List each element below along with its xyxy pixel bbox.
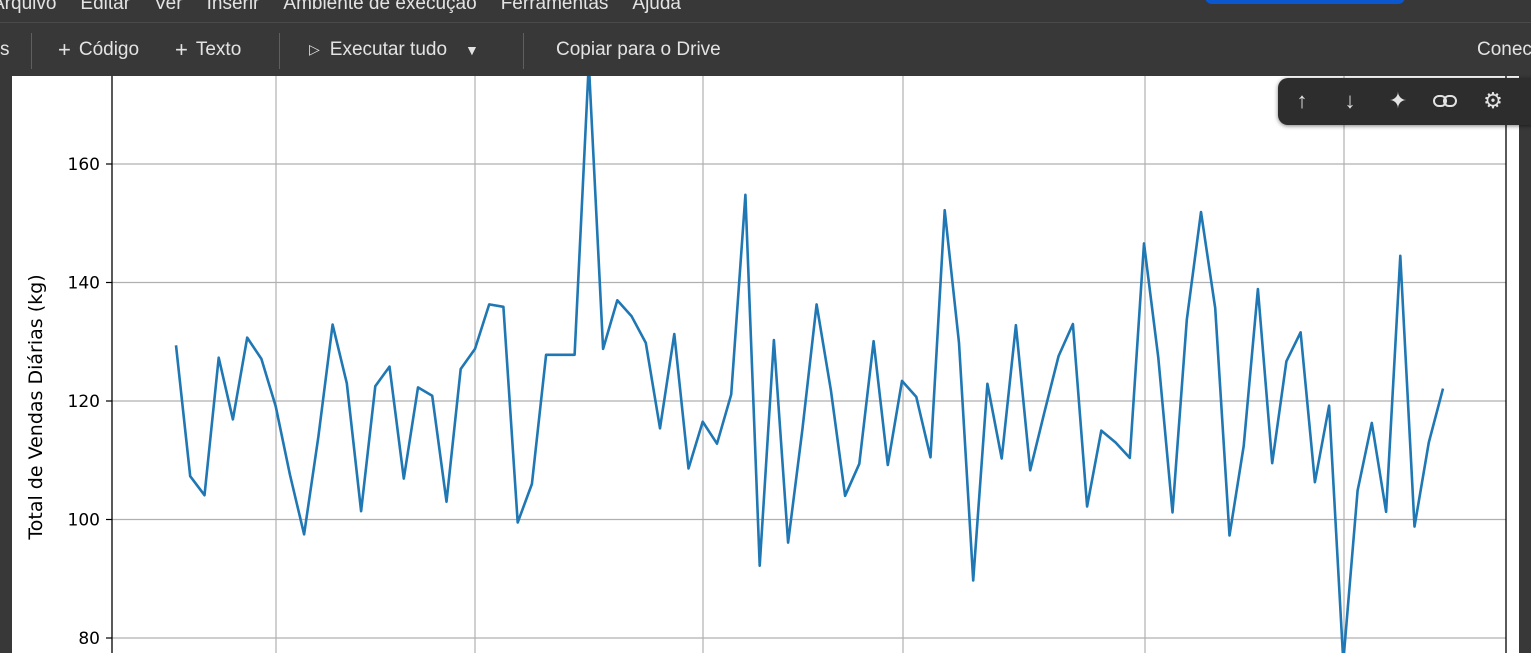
right-gutter <box>1519 76 1531 653</box>
chart-output: 80 100 120 140 160 Total de Vendas Diárias (k… <box>12 76 1519 653</box>
menu-item[interactable]: Inserir <box>207 0 260 15</box>
menu-bar: Arquivo Editar Ver Inserir Ambiente de execu… <box>0 0 1531 22</box>
more-icon[interactable]: ▮ <box>1521 86 1531 116</box>
add-code-label: Código <box>79 39 139 61</box>
add-code-button[interactable]: + Código <box>58 23 139 76</box>
run-all-button[interactable]: ▷ Executar tudo ▼ <box>309 23 479 76</box>
play-icon: ▷ <box>309 41 320 58</box>
arrow-down-icon[interactable]: ↓ <box>1335 86 1365 116</box>
share-button[interactable] <box>1205 0 1405 4</box>
series-line <box>176 76 1443 653</box>
y-tick-label: 80 <box>78 629 100 649</box>
copy-to-drive-button[interactable]: Copiar para o Drive <box>556 23 721 76</box>
toolbar-separator <box>523 33 524 69</box>
arrow-up-icon[interactable]: ↑ <box>1287 86 1317 116</box>
gear-icon[interactable]: ⚙ <box>1478 86 1508 116</box>
left-gutter <box>0 76 12 653</box>
link-icon[interactable] <box>1430 86 1460 116</box>
plus-icon: + <box>175 37 188 63</box>
toolbar-cut-label[interactable]: s <box>0 23 10 76</box>
menu-items: Arquivo Editar Ver Inserir Ambiente de execu… <box>0 0 681 15</box>
connect-button[interactable]: Conec <box>1477 23 1531 76</box>
menu-item[interactable]: Ambiente de execução <box>283 0 476 15</box>
y-tick-label: 140 <box>68 274 100 294</box>
toolbar-separator <box>279 33 280 69</box>
y-tick-label: 160 <box>68 155 100 175</box>
menu-item[interactable]: Ferramentas <box>501 0 609 15</box>
menu-item[interactable]: Ajuda <box>632 0 681 15</box>
toolbar: s + Código + Texto ▷ Executar tudo ▼ Cop… <box>0 23 1531 76</box>
add-text-label: Texto <box>196 39 241 61</box>
menu-item[interactable]: Arquivo <box>0 0 56 15</box>
line-chart: 80 100 120 140 160 Total de Vendas Diárias (k… <box>12 76 1519 653</box>
y-tick-label: 100 <box>68 511 100 531</box>
menu-item[interactable]: Ver <box>154 0 183 15</box>
plus-icon: + <box>58 37 71 63</box>
chevron-down-icon[interactable]: ▼ <box>465 42 479 58</box>
y-tick-label: 120 <box>68 392 100 412</box>
menu-item[interactable]: Editar <box>80 0 130 15</box>
y-axis-label: Total de Vendas Diárias (kg) <box>25 274 47 540</box>
add-text-button[interactable]: + Texto <box>175 23 241 76</box>
sparkle-icon[interactable]: ✦ <box>1383 86 1413 116</box>
toolbar-separator <box>31 33 32 69</box>
cell-toolbar: ↑ ↓ ✦ ⚙ ▮ <box>1278 78 1531 125</box>
run-all-label: Executar tudo <box>330 39 447 61</box>
